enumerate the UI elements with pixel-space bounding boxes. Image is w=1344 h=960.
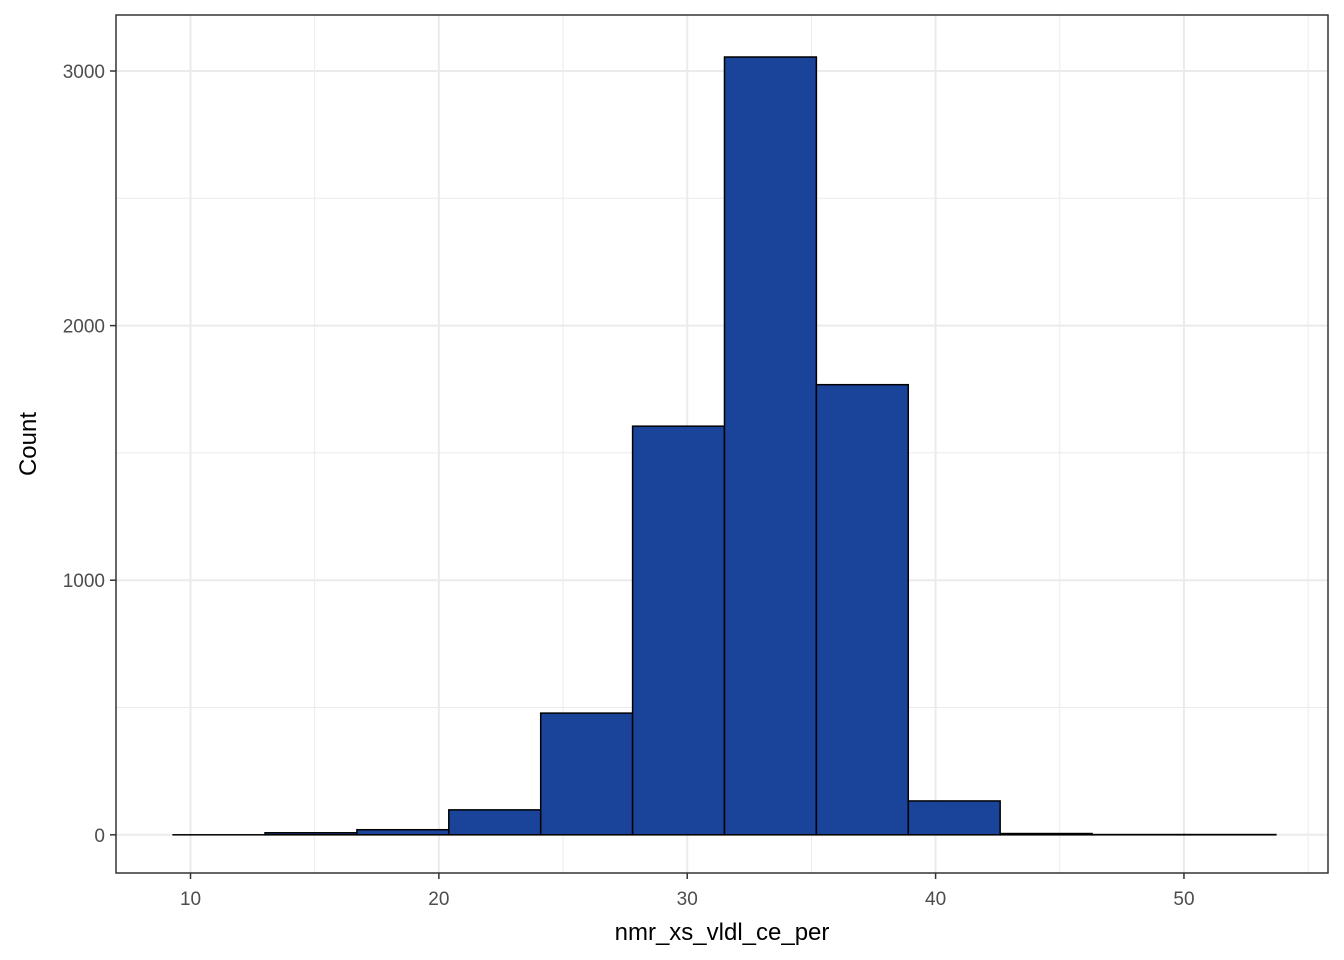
y-tick-label-0: 0 (94, 826, 105, 847)
y-tick-label-3: 3000 (63, 62, 105, 83)
histogram-bar-7 (815, 383, 910, 836)
histogram-bar-4 (539, 712, 634, 836)
histogram-bar-8 (907, 800, 1001, 836)
y-tick-label-2: 2000 (63, 317, 105, 338)
histogram-bar-6 (723, 56, 818, 836)
panel-border (115, 14, 1329, 874)
x-tick-label-2: 30 (677, 889, 698, 910)
x-tick-label-0: 10 (180, 889, 201, 910)
y-tick-label-1: 1000 (63, 571, 105, 592)
histogram-bars (172, 56, 1277, 836)
x-axis-ticks: 10 20 30 40 50 (180, 873, 1195, 910)
x-tick-label-1: 20 (428, 889, 449, 910)
histogram-bar-5 (631, 425, 726, 836)
histogram-bar-1 (264, 832, 358, 836)
x-axis-title: nmr_xs_vldl_ce_per (615, 919, 830, 946)
histogram-bar-3 (448, 809, 542, 836)
histogram-bar-2 (356, 828, 450, 836)
histogram-bar-9 (999, 832, 1093, 836)
y-axis-ticks: 0 1000 2000 3000 (63, 62, 116, 847)
y-axis-title: Count (15, 412, 42, 476)
x-tick-label-3: 40 (925, 889, 946, 910)
x-tick-label-4: 50 (1173, 889, 1194, 910)
